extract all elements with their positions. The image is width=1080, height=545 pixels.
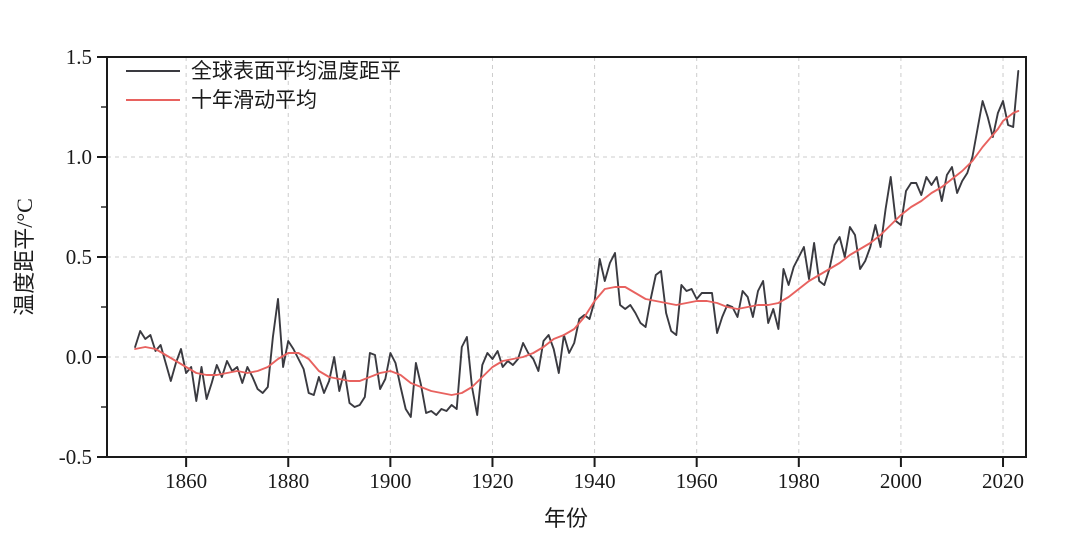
series-line-global-anomaly bbox=[134, 70, 1020, 418]
x-tick-label: 1860 bbox=[165, 469, 207, 493]
x-tick-label: 1980 bbox=[778, 469, 820, 493]
legend-label-global-anomaly: 全球表面平均温度距平 bbox=[191, 59, 401, 83]
x-tick-label: 1940 bbox=[574, 469, 616, 493]
plot-border bbox=[106, 56, 1027, 458]
y-tick-label: 0.0 bbox=[66, 345, 92, 369]
x-tick-label: 1900 bbox=[369, 469, 411, 493]
y-tick-label: -0.5 bbox=[59, 445, 92, 469]
x-tick-label: 2000 bbox=[880, 469, 922, 493]
legend-label-moving-average: 十年滑动平均 bbox=[191, 88, 317, 112]
series-line-moving-average bbox=[134, 110, 1020, 396]
x-tick-label: 2020 bbox=[982, 469, 1024, 493]
y-tick-label: 0.5 bbox=[66, 245, 92, 269]
legend-line-global-anomaly bbox=[126, 69, 180, 73]
x-tick-label: 1960 bbox=[676, 469, 718, 493]
legend-item-moving-average: 十年滑动平均 bbox=[126, 89, 401, 111]
legend: 全球表面平均温度距平 十年滑动平均 bbox=[126, 60, 401, 111]
x-tick-label: 1920 bbox=[471, 469, 513, 493]
legend-line-moving-average bbox=[126, 98, 180, 102]
y-tick-label: 1.0 bbox=[66, 145, 92, 169]
x-tick-label: 1880 bbox=[267, 469, 309, 493]
x-axis-title: 年份 bbox=[544, 506, 588, 531]
y-axis-title: 温度距平/°C bbox=[12, 198, 37, 316]
legend-item-global-anomaly: 全球表面平均温度距平 bbox=[126, 60, 401, 82]
y-tick-label: 1.5 bbox=[66, 45, 92, 69]
